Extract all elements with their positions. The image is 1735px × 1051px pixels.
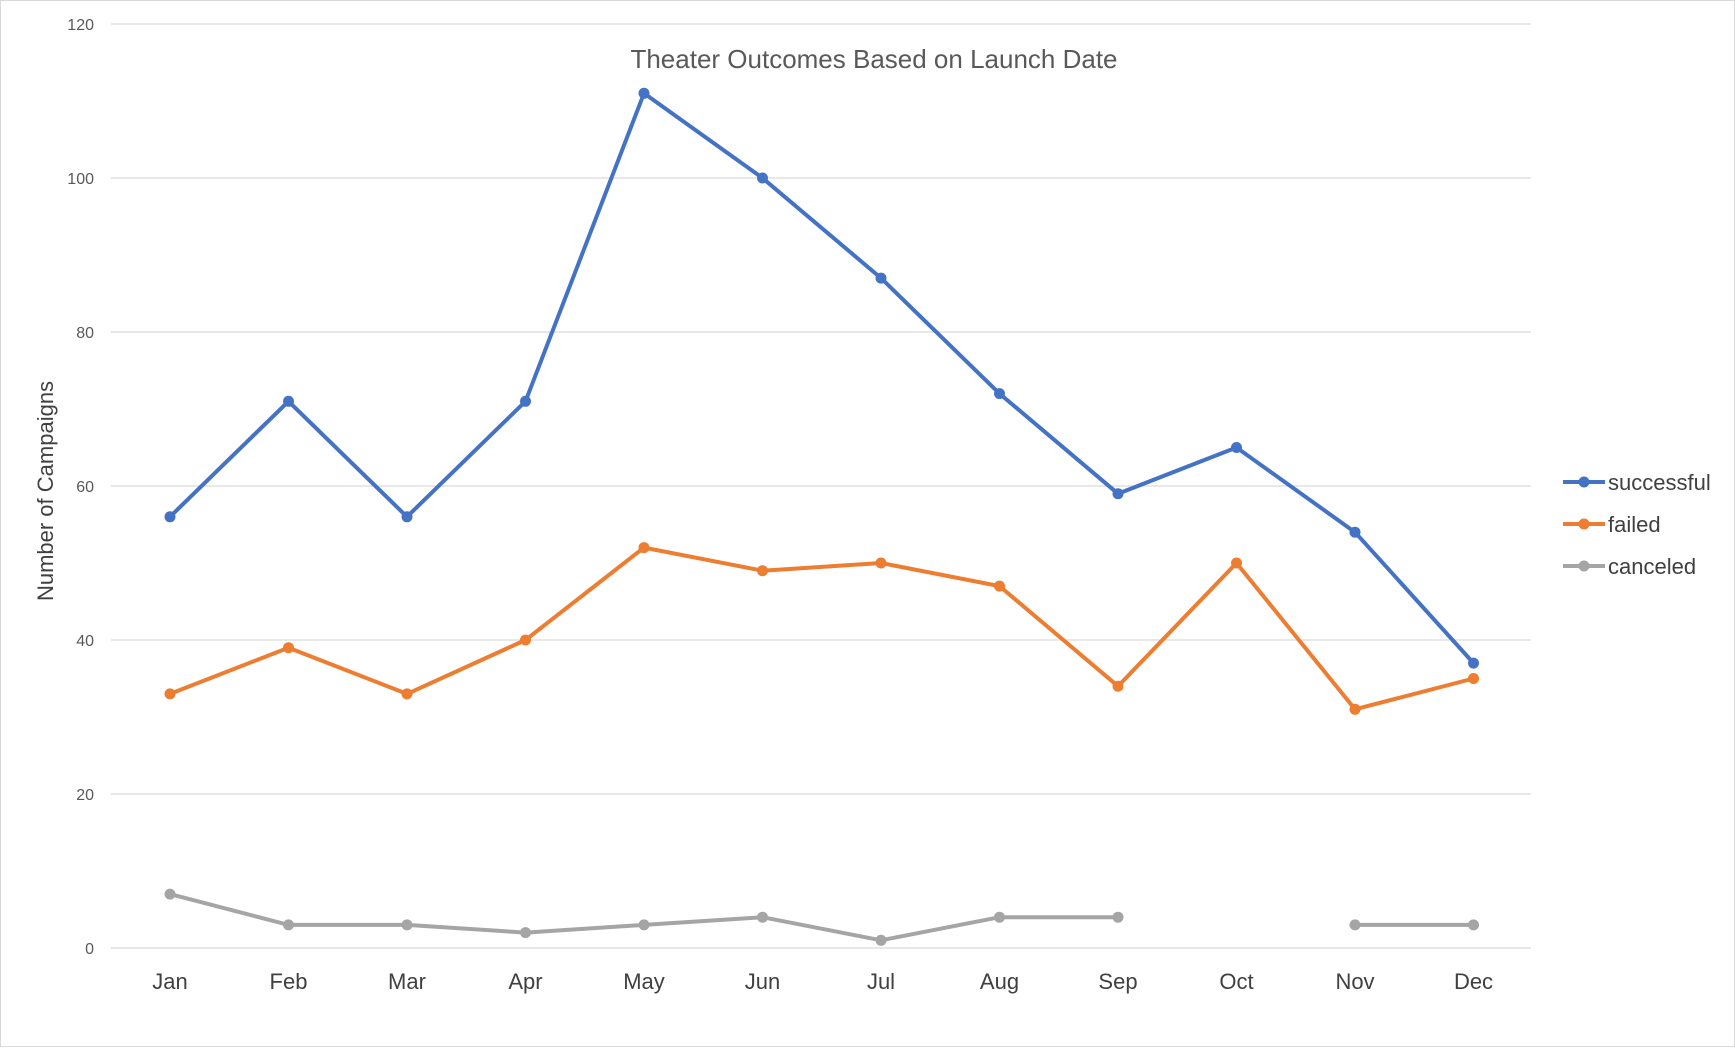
data-point-canceled: [875, 934, 887, 946]
data-point-successful: [875, 272, 887, 284]
data-point-failed: [1231, 557, 1242, 569]
x-tick-label: Apr: [508, 969, 542, 994]
legend: successful failed canceled: [1563, 470, 1711, 579]
y-tick-label: 100: [67, 171, 94, 188]
data-point-failed: [1349, 703, 1361, 715]
series-successful: [164, 87, 1479, 669]
x-tick-label: Jun: [745, 969, 780, 994]
legend-label: canceled: [1608, 554, 1696, 579]
x-tick-label: Feb: [270, 969, 308, 994]
y-tick-label: 120: [67, 17, 94, 34]
x-tick-label: Dec: [1454, 969, 1493, 994]
data-point-failed: [1468, 673, 1479, 684]
y-tick-label: 60: [76, 479, 94, 496]
series-group: [164, 87, 1479, 946]
legend-swatch-marker: [1578, 476, 1590, 488]
legend-swatch-marker: [1578, 518, 1590, 530]
legend-item-successful: successful: [1563, 470, 1711, 495]
data-point-canceled: [1468, 919, 1479, 931]
legend-swatch-marker: [1578, 560, 1590, 572]
data-point-successful: [994, 388, 1005, 400]
data-point-failed: [994, 580, 1005, 592]
data-point-canceled: [283, 919, 294, 931]
data-point-failed: [164, 688, 176, 700]
data-point-failed: [875, 557, 887, 569]
x-tick-label: Aug: [980, 969, 1019, 994]
x-axis-ticks: Jan Feb Mar Apr May Jun Jul Aug Sep Oct Nov Dec: [152, 969, 1493, 994]
data-point-failed: [1112, 680, 1124, 692]
legend-label: successful: [1608, 470, 1711, 495]
legend-label: failed: [1608, 512, 1661, 537]
data-point-successful: [1349, 526, 1361, 538]
data-point-failed: [401, 688, 413, 700]
data-point-successful: [1231, 442, 1242, 453]
data-point-canceled: [757, 911, 768, 923]
series-failed: [164, 542, 1479, 715]
data-point-successful: [1112, 488, 1124, 500]
y-tick-label: 40: [76, 633, 94, 650]
data-point-canceled: [1349, 919, 1361, 931]
series-line-canceled: [168, 892, 1120, 943]
data-point-canceled: [994, 911, 1005, 923]
data-point-successful: [401, 511, 413, 523]
x-tick-label: Nov: [1335, 969, 1374, 994]
y-tick-label: 20: [76, 787, 94, 804]
chart-title: Theater Outcomes Based on Launch Date: [630, 44, 1117, 74]
data-point-canceled: [520, 927, 531, 939]
y-axis-title: Number of Campaigns: [33, 381, 58, 601]
data-point-canceled: [1112, 911, 1124, 923]
data-point-failed: [757, 565, 768, 577]
data-point-canceled: [401, 919, 413, 931]
data-point-failed: [283, 642, 294, 654]
legend-item-failed: failed: [1563, 512, 1661, 537]
legend-item-canceled: canceled: [1563, 554, 1696, 579]
x-tick-label: Mar: [388, 969, 426, 994]
x-tick-label: Jan: [152, 969, 187, 994]
data-point-successful: [520, 395, 531, 407]
data-point-canceled: [164, 888, 176, 900]
x-tick-label: Oct: [1219, 969, 1253, 994]
data-point-successful: [164, 511, 176, 523]
data-point-canceled: [638, 919, 650, 931]
data-point-successful: [283, 395, 294, 407]
gridlines: [111, 23, 1531, 949]
series-canceled: [164, 888, 1479, 946]
data-point-successful: [638, 87, 650, 99]
data-point-successful: [1468, 657, 1479, 669]
x-tick-label: Sep: [1098, 969, 1137, 994]
series-line-successful: [168, 91, 1476, 666]
y-tick-label: 80: [76, 325, 94, 342]
data-point-failed: [520, 634, 531, 646]
data-point-failed: [638, 542, 650, 554]
x-tick-label: Jul: [867, 969, 895, 994]
y-tick-label: 0: [85, 941, 94, 958]
y-axis-ticks: 0 20 40 60 80 100 120: [67, 17, 94, 958]
series-line-failed: [168, 545, 1476, 712]
x-tick-label: May: [623, 969, 665, 994]
data-point-successful: [757, 172, 768, 184]
